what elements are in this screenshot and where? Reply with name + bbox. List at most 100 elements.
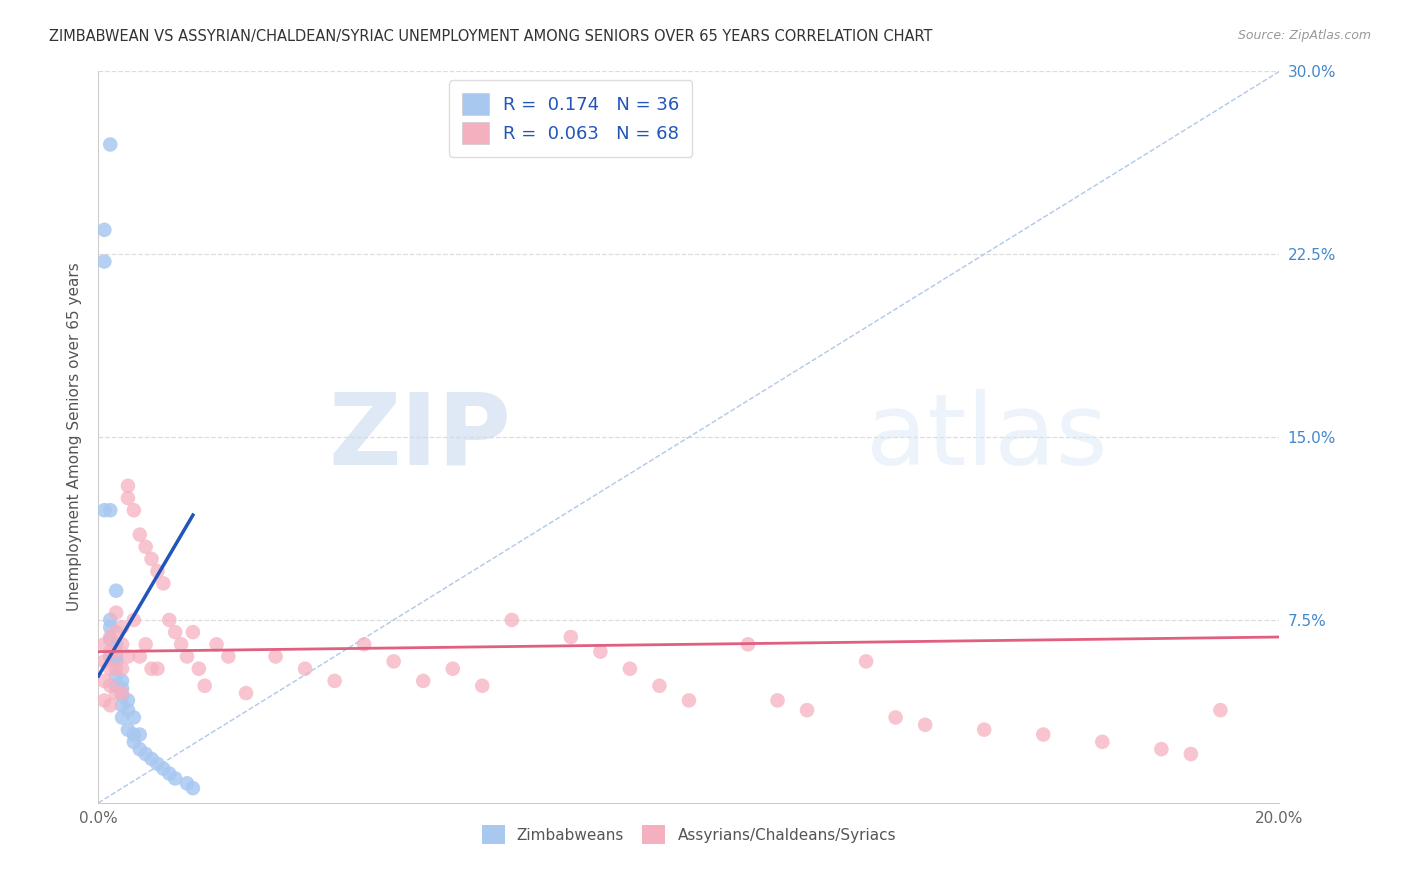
Point — [111, 637, 134, 651]
Point — [648, 679, 671, 693]
Point — [973, 723, 995, 737]
Point — [141, 552, 163, 566]
Point — [128, 727, 150, 741]
Point — [181, 625, 204, 640]
Point — [122, 613, 145, 627]
Point — [105, 669, 128, 683]
Point — [157, 766, 180, 780]
Point — [176, 776, 198, 790]
Point — [1180, 747, 1202, 761]
Point — [128, 649, 150, 664]
Point — [135, 637, 157, 651]
Point — [323, 673, 346, 688]
Point — [105, 654, 128, 668]
Point — [93, 637, 115, 651]
Point — [855, 654, 877, 668]
Point — [884, 710, 907, 724]
Point — [128, 742, 150, 756]
Point — [93, 503, 115, 517]
Point — [111, 689, 134, 703]
Point — [122, 503, 145, 517]
Text: atlas: atlas — [866, 389, 1108, 485]
Point — [589, 645, 612, 659]
Point — [737, 637, 759, 651]
Point — [560, 630, 582, 644]
Point — [678, 693, 700, 707]
Point — [382, 654, 405, 668]
Point — [122, 727, 145, 741]
Point — [1209, 703, 1232, 717]
Point — [217, 649, 239, 664]
Point — [111, 662, 134, 676]
Point — [1091, 735, 1114, 749]
Point — [105, 679, 128, 693]
Point — [412, 673, 434, 688]
Point — [98, 620, 121, 634]
Point — [122, 710, 145, 724]
Point — [98, 698, 121, 713]
Point — [176, 649, 198, 664]
Point — [165, 625, 187, 640]
Point — [98, 137, 121, 152]
Point — [105, 606, 128, 620]
Point — [501, 613, 523, 627]
Point — [170, 637, 193, 651]
Point — [117, 479, 139, 493]
Point — [157, 613, 180, 627]
Point — [135, 540, 157, 554]
Point — [205, 637, 228, 651]
Point — [105, 645, 128, 659]
Text: ZIMBABWEAN VS ASSYRIAN/CHALDEAN/SYRIAC UNEMPLOYMENT AMONG SENIORS OVER 65 YEARS : ZIMBABWEAN VS ASSYRIAN/CHALDEAN/SYRIAC U… — [49, 29, 932, 44]
Point — [187, 662, 209, 676]
Point — [93, 673, 115, 688]
Point — [105, 649, 128, 664]
Point — [111, 698, 134, 713]
Point — [264, 649, 287, 664]
Point — [98, 630, 121, 644]
Point — [111, 686, 134, 700]
Point — [98, 503, 121, 517]
Point — [93, 654, 115, 668]
Point — [98, 645, 121, 659]
Point — [93, 693, 115, 707]
Point — [93, 254, 115, 268]
Point — [146, 564, 169, 578]
Point — [111, 620, 134, 634]
Point — [111, 681, 134, 696]
Point — [128, 527, 150, 541]
Point — [146, 756, 169, 771]
Point — [152, 762, 174, 776]
Point — [117, 703, 139, 717]
Point — [181, 781, 204, 796]
Point — [471, 679, 494, 693]
Point — [1032, 727, 1054, 741]
Point — [135, 747, 157, 761]
Point — [98, 662, 121, 676]
Point — [165, 772, 187, 786]
Point — [105, 662, 128, 676]
Point — [98, 649, 121, 664]
Point — [766, 693, 789, 707]
Point — [353, 637, 375, 651]
Point — [111, 710, 134, 724]
Point — [1150, 742, 1173, 756]
Point — [105, 637, 128, 651]
Point — [105, 625, 128, 640]
Point — [105, 686, 128, 700]
Point — [441, 662, 464, 676]
Point — [117, 649, 139, 664]
Point — [235, 686, 257, 700]
Point — [98, 613, 121, 627]
Point — [194, 679, 217, 693]
Point — [117, 491, 139, 505]
Legend: Zimbabweans, Assyrians/Chaldeans/Syriacs: Zimbabweans, Assyrians/Chaldeans/Syriacs — [475, 819, 903, 850]
Point — [914, 718, 936, 732]
Y-axis label: Unemployment Among Seniors over 65 years: Unemployment Among Seniors over 65 years — [66, 263, 82, 611]
Point — [117, 693, 139, 707]
Point — [93, 223, 115, 237]
Point — [98, 679, 121, 693]
Point — [294, 662, 316, 676]
Point — [796, 703, 818, 717]
Text: ZIP: ZIP — [329, 389, 512, 485]
Point — [152, 576, 174, 591]
